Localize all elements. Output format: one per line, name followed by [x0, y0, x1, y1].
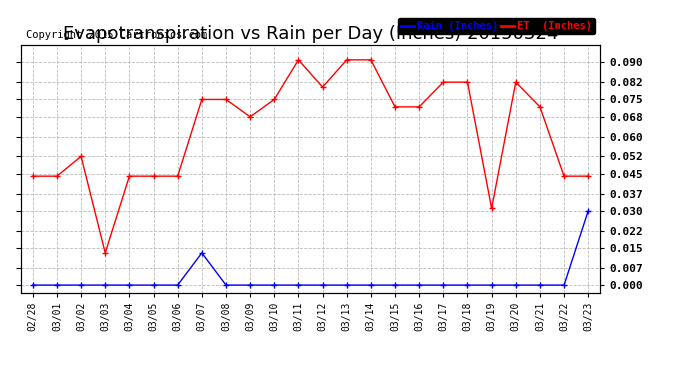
Title: Evapotranspiration vs Rain per Day (Inches) 20150324: Evapotranspiration vs Rain per Day (Inch…	[63, 26, 558, 44]
Text: Copyright 2015 Cartronics.com: Copyright 2015 Cartronics.com	[26, 30, 208, 40]
Legend: Rain (Inches), ET  (Inches): Rain (Inches), ET (Inches)	[398, 18, 595, 34]
